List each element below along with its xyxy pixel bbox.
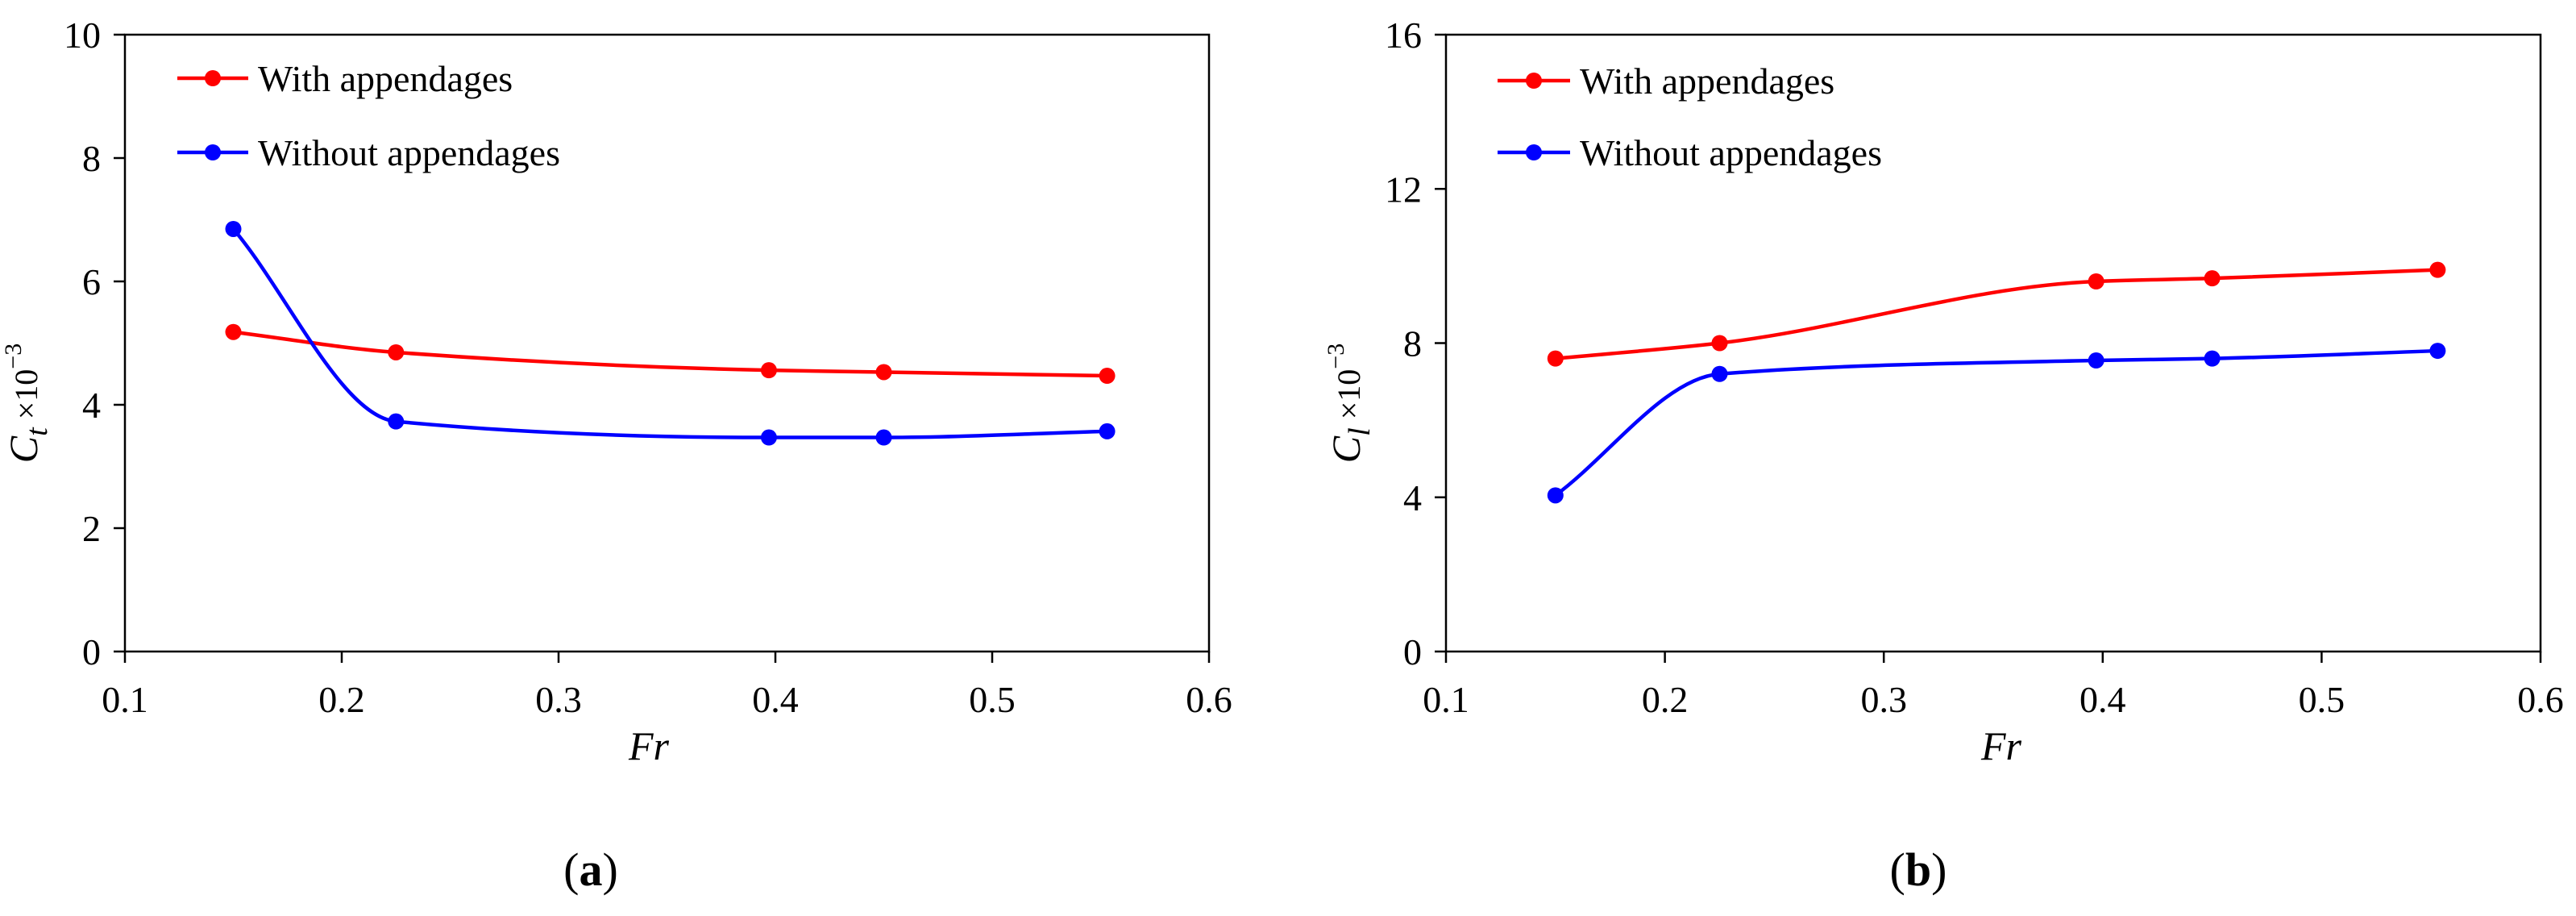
chart-panel-a: 0 2 4 6 8 10 0.1 0.2 0.3 0.4 0.5 0.6 Fr Ct ×10−3 With … bbox=[0, 15, 1232, 896]
panel-label: (b) bbox=[1890, 843, 1947, 896]
x-tick-label: 0.6 bbox=[1186, 679, 1232, 720]
y-tick-label: 8 bbox=[82, 138, 101, 179]
series-without-appendages bbox=[225, 220, 1116, 446]
data-point bbox=[1547, 350, 1564, 367]
y-tick-label: 6 bbox=[82, 261, 101, 302]
panel-label: (a) bbox=[563, 843, 618, 896]
legend-label: Without appendages bbox=[1580, 132, 1882, 173]
y-tick-label: 16 bbox=[1385, 15, 1422, 56]
series-line bbox=[1555, 268, 2438, 360]
legend-label: Without appendages bbox=[258, 132, 560, 173]
y-tick-label: 4 bbox=[82, 385, 101, 426]
series-line bbox=[231, 227, 1107, 439]
x-tick-label: 0.2 bbox=[318, 679, 365, 720]
legend-entry: With appendages bbox=[1498, 60, 1834, 102]
data-point bbox=[1099, 368, 1116, 385]
plot-area-frame bbox=[123, 33, 1211, 653]
data-point bbox=[2088, 352, 2104, 369]
data-point bbox=[225, 220, 242, 237]
legend-entry: Without appendages bbox=[177, 132, 560, 173]
legend-label: With appendages bbox=[1580, 60, 1834, 102]
data-point bbox=[388, 344, 405, 360]
legend-entry: Without appendages bbox=[1498, 132, 1882, 173]
legend-marker bbox=[205, 144, 221, 160]
data-point bbox=[2429, 261, 2446, 278]
series-line bbox=[1554, 348, 2438, 498]
y-tick-label: 2 bbox=[82, 508, 101, 549]
series-with-appendages bbox=[1547, 261, 2446, 367]
chart-panel-b: 0 4 8 12 16 0.1 0.2 0.3 0.4 0.5 0.6 Fr Cl ×10−3 With … bbox=[1323, 15, 2564, 896]
data-point bbox=[1711, 365, 1728, 382]
y-tick-label: 0 bbox=[82, 631, 101, 672]
y-tick-label: 8 bbox=[1403, 323, 1422, 364]
x-tick-label: 0.3 bbox=[1860, 679, 1907, 720]
x-axis-label: Fr bbox=[628, 723, 670, 768]
y-tick-label: 0 bbox=[1403, 631, 1422, 672]
x-tick-label: 0.4 bbox=[2079, 679, 2126, 720]
x-tick-label: 0.3 bbox=[535, 679, 582, 720]
x-tick-label: 0.5 bbox=[2299, 679, 2345, 720]
data-point bbox=[2088, 273, 2104, 289]
series-with-appendages bbox=[225, 323, 1116, 385]
data-point bbox=[1099, 423, 1116, 439]
x-tick-label: 0.1 bbox=[1423, 679, 1469, 720]
y-tick-label: 10 bbox=[64, 15, 101, 56]
data-point bbox=[875, 364, 892, 381]
x-axis-label: Fr bbox=[1980, 723, 2022, 768]
data-point bbox=[760, 429, 777, 446]
data-point bbox=[2204, 270, 2221, 287]
data-point bbox=[1711, 335, 1728, 352]
series-line bbox=[233, 330, 1107, 378]
x-tick-label: 0.2 bbox=[1642, 679, 1689, 720]
legend-marker bbox=[1526, 144, 1542, 160]
y-tick-label: 12 bbox=[1385, 169, 1422, 210]
y-axis-label: Ct ×10−3 bbox=[0, 344, 54, 463]
data-point bbox=[388, 413, 405, 430]
data-point bbox=[2204, 350, 2221, 367]
legend-marker bbox=[1526, 73, 1542, 89]
data-point bbox=[225, 323, 242, 340]
data-point bbox=[2429, 343, 2446, 360]
legend-marker bbox=[205, 70, 221, 86]
plot-area-frame bbox=[1444, 33, 2542, 653]
y-tick-label: 4 bbox=[1403, 477, 1422, 518]
legend-label: With appendages bbox=[258, 58, 513, 99]
x-tick-label: 0.6 bbox=[2517, 679, 2564, 720]
x-tick-label: 0.4 bbox=[752, 679, 799, 720]
legend-entry: With appendages bbox=[177, 58, 513, 99]
series-without-appendages bbox=[1547, 343, 2446, 504]
data-point bbox=[760, 362, 777, 379]
data-point bbox=[1547, 487, 1564, 504]
x-tick-label: 0.5 bbox=[969, 679, 1016, 720]
data-point bbox=[875, 429, 892, 446]
x-tick-label: 0.1 bbox=[102, 679, 148, 720]
y-axis-label: Cl ×10−3 bbox=[1323, 344, 1377, 463]
